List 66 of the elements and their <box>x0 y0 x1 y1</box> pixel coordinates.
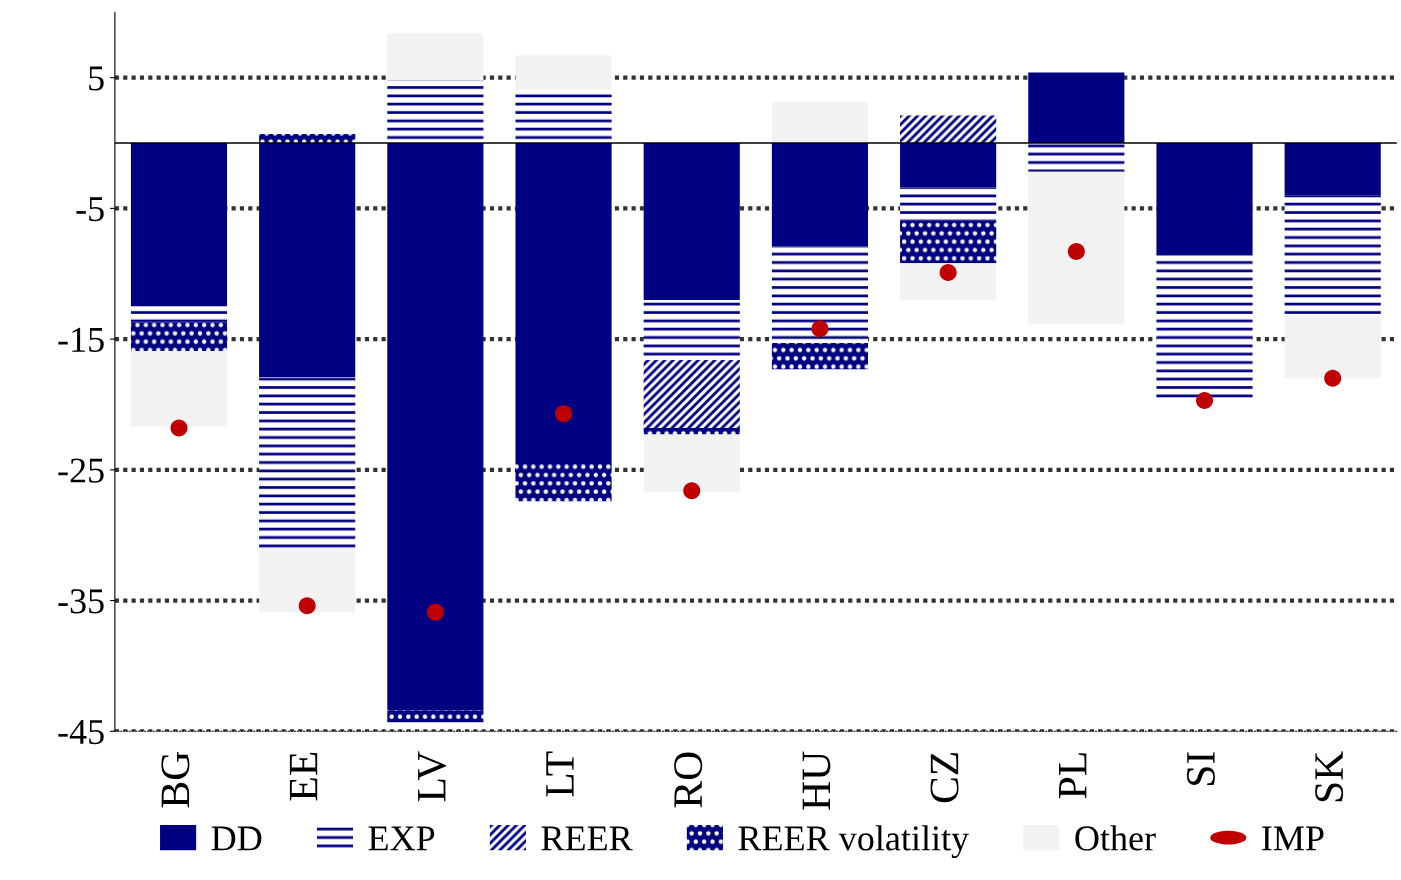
point <box>683 482 701 500</box>
y-tick-label: 5 <box>89 66 104 91</box>
point <box>811 320 829 338</box>
x-tick-label: RO <box>674 752 703 808</box>
bar <box>515 55 612 90</box>
point <box>939 263 957 281</box>
point <box>1324 369 1342 387</box>
bar <box>771 343 869 370</box>
point <box>426 603 444 621</box>
bar <box>900 220 997 264</box>
bar <box>1156 255 1253 401</box>
y-tick-label: -35 <box>58 589 104 614</box>
point <box>1196 392 1214 410</box>
point <box>555 405 573 423</box>
bar <box>1284 143 1381 196</box>
x-tick-label: SK <box>1315 751 1344 802</box>
x-tick-label: HU <box>802 751 831 810</box>
y-tick-label: -5 <box>76 197 104 222</box>
bar <box>1028 72 1125 144</box>
bar <box>900 115 997 144</box>
bar <box>643 360 740 429</box>
bar <box>1028 143 1125 172</box>
x-tick-label: BG <box>161 752 190 808</box>
x-tick-label: EE <box>289 752 318 801</box>
bar <box>515 143 612 462</box>
legend-label: EXP <box>368 826 435 851</box>
legend-label: Other <box>1075 825 1156 851</box>
bar <box>771 143 869 247</box>
point <box>170 419 188 437</box>
point <box>298 597 316 615</box>
x-tick-label: CZ <box>930 753 959 803</box>
x-tick-label: SI <box>1186 752 1215 785</box>
bar <box>130 322 228 351</box>
bar <box>643 434 740 493</box>
bar <box>771 101 869 144</box>
bar <box>900 263 997 300</box>
bar <box>130 306 228 323</box>
x-tick-label: LV <box>418 751 447 802</box>
bar <box>1028 171 1125 324</box>
bar <box>515 462 612 502</box>
bar <box>1284 195 1381 316</box>
legend-label: DD <box>211 826 262 851</box>
bar <box>387 33 484 81</box>
bar <box>259 548 356 613</box>
bar <box>387 710 484 723</box>
y-tick-label: -45 <box>58 720 104 745</box>
y-tick-label: -15 <box>58 327 104 352</box>
bar <box>643 143 740 300</box>
bar <box>130 350 228 427</box>
bar <box>900 143 997 188</box>
bar <box>1284 315 1381 379</box>
bar <box>259 143 356 378</box>
x-tick-label: PL <box>1059 753 1087 799</box>
legend-label: REER volatility <box>738 825 969 859</box>
x-tick-label: LT <box>546 751 574 797</box>
y-tick-label: -25 <box>58 458 104 483</box>
legend-label: REER <box>541 826 633 851</box>
bar <box>771 246 869 344</box>
bar <box>643 428 740 435</box>
point <box>1067 243 1085 261</box>
legend-label: IMP <box>1262 826 1324 851</box>
bar <box>387 143 484 711</box>
bar <box>130 143 228 307</box>
bar <box>259 377 356 549</box>
bar <box>900 187 997 221</box>
bar <box>1156 143 1253 256</box>
